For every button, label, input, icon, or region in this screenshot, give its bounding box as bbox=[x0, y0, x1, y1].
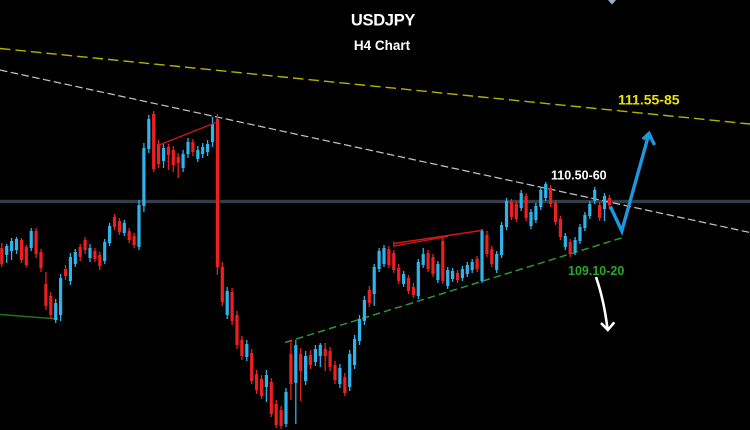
svg-text:H4 Chart: H4 Chart bbox=[354, 38, 411, 53]
svg-text:111.55-85: 111.55-85 bbox=[618, 92, 680, 108]
svg-text:USDJPY: USDJPY bbox=[351, 12, 416, 30]
svg-text:110.50-60: 110.50-60 bbox=[551, 169, 607, 183]
svg-text:109.10-20: 109.10-20 bbox=[568, 264, 624, 278]
